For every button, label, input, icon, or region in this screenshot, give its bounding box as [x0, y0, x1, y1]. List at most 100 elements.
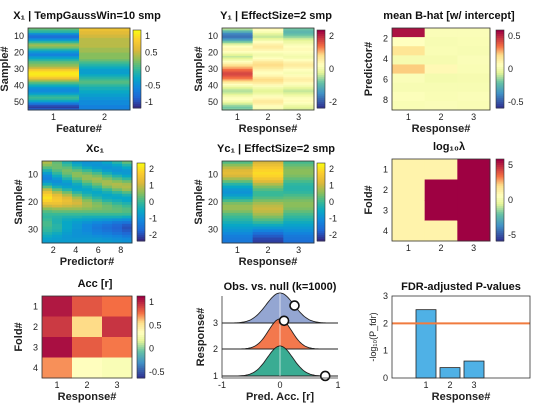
colorbar-segment: [317, 223, 325, 226]
heatmap-cell: [283, 29, 315, 32]
heatmap-cell: [112, 240, 123, 244]
heatmap-cell: [102, 232, 113, 236]
heatmap-cell: [72, 212, 83, 217]
colorbar-segment: [496, 31, 504, 35]
heatmap-cell: [79, 52, 131, 55]
heatmap-cell: [283, 85, 315, 88]
x-tick-label: 1: [423, 380, 428, 390]
heatmap-cell: [42, 161, 53, 165]
heatmap-cell: [424, 179, 458, 201]
colorbar-segment: [317, 35, 325, 39]
colorbar-segment: [133, 33, 141, 37]
colorbar-segment: [317, 96, 325, 99]
heatmap-cell: [92, 163, 103, 167]
heatmap-cell: [79, 90, 131, 93]
heatmap-cell: [112, 171, 123, 176]
colorbar-frame: [136, 162, 146, 242]
heatmap-cell: [52, 180, 63, 184]
heatmap-cell: [252, 54, 284, 57]
heatmap-cell: [28, 72, 80, 75]
colorbar-segment: [496, 45, 504, 49]
x-tick-label: 8: [118, 245, 123, 255]
heatmap-cell: [102, 166, 113, 170]
heatmap-cell: [112, 226, 123, 230]
heatmap-cell: [252, 229, 284, 233]
heatmap-cell: [122, 212, 133, 217]
heatmap-cell: [222, 87, 254, 90]
heatmap-cell: [52, 199, 63, 203]
heatmap-cell: [122, 199, 133, 203]
heatmap-cell: [457, 91, 491, 102]
colorbar-segment: [133, 47, 141, 50]
colorbar-segment: [137, 361, 145, 365]
colorbar-segment: [133, 94, 141, 97]
heatmap-cell: [52, 182, 63, 187]
heatmap-cell: [102, 204, 113, 208]
heatmap-cell: [222, 34, 254, 37]
colorbar-segment: [317, 203, 325, 207]
colorbar-segment: [496, 104, 504, 107]
colorbar-segment: [317, 31, 325, 35]
heatmap-cell: [92, 237, 103, 241]
heatmap-cell: [252, 41, 284, 44]
heatmap-cell: [62, 166, 73, 170]
axes-frame: [221, 27, 315, 111]
heatmap-cell: [283, 59, 315, 62]
heatmap-cell: [52, 215, 63, 219]
heatmap-cell: [52, 207, 63, 211]
colorbar-segment: [137, 367, 145, 371]
colorbar-segment: [496, 159, 504, 162]
heatmap-cell: [122, 191, 133, 195]
heatmap-cell: [92, 226, 103, 230]
x-axis-label: Predictor#: [60, 256, 114, 268]
heatmap-cell: [222, 88, 254, 91]
heatmap-cell: [252, 46, 284, 49]
colorbar-segment: [137, 231, 145, 234]
colorbar-segment: [496, 69, 504, 72]
heatmap-cell: [112, 174, 123, 178]
heatmap-cell: [252, 55, 284, 59]
heatmap-cell: [222, 91, 254, 95]
colorbar-segment: [137, 373, 145, 377]
heatmap-cell: [222, 46, 254, 49]
heatmap-cell: [42, 180, 53, 184]
heatmap-cell: [79, 44, 131, 47]
colorbar-segment: [137, 200, 145, 203]
heatmap-cell: [424, 91, 458, 102]
heatmap-cell: [424, 37, 458, 47]
heatmap-cell: [392, 200, 426, 221]
colorbar-segment: [137, 371, 145, 375]
heatmap-cell: [72, 223, 83, 228]
axes-frame: [391, 27, 491, 111]
heatmap-cell: [283, 161, 315, 165]
heatmap-cell: [283, 171, 315, 176]
heatmap-cell: [283, 204, 315, 208]
heatmap-cell: [222, 218, 254, 222]
heatmap-cell: [222, 41, 254, 44]
colorbar-segment: [137, 207, 145, 211]
colorbar-segment: [133, 59, 141, 62]
colorbar-tick-label: 0: [508, 64, 513, 74]
colorbar-segment: [317, 163, 325, 166]
heatmap-cell: [112, 212, 123, 217]
colorbar-segment: [317, 80, 325, 84]
colorbar-segment: [317, 78, 325, 82]
heatmap-cell: [102, 196, 113, 200]
heatmap-cell: [28, 91, 80, 95]
colorbar-segment: [317, 92, 325, 95]
heatmap-cell: [222, 193, 254, 198]
colorbar-segment: [133, 55, 141, 58]
heatmap-cell: [42, 212, 53, 217]
colorbar-segment: [317, 188, 325, 191]
heatmap-cell: [52, 171, 63, 176]
heatmap-cell: [28, 31, 80, 34]
colorbar-segment: [317, 49, 325, 52]
heatmap-cell: [283, 191, 315, 195]
x-axis-label: Feature#: [56, 123, 102, 135]
heatmap-cell: [79, 108, 131, 111]
heatmap-cell: [283, 180, 315, 184]
colorbar-segment: [496, 183, 504, 187]
heatmap-cell: [252, 180, 284, 184]
colorbar-segment: [137, 339, 145, 342]
heatmap-cell: [72, 232, 83, 236]
